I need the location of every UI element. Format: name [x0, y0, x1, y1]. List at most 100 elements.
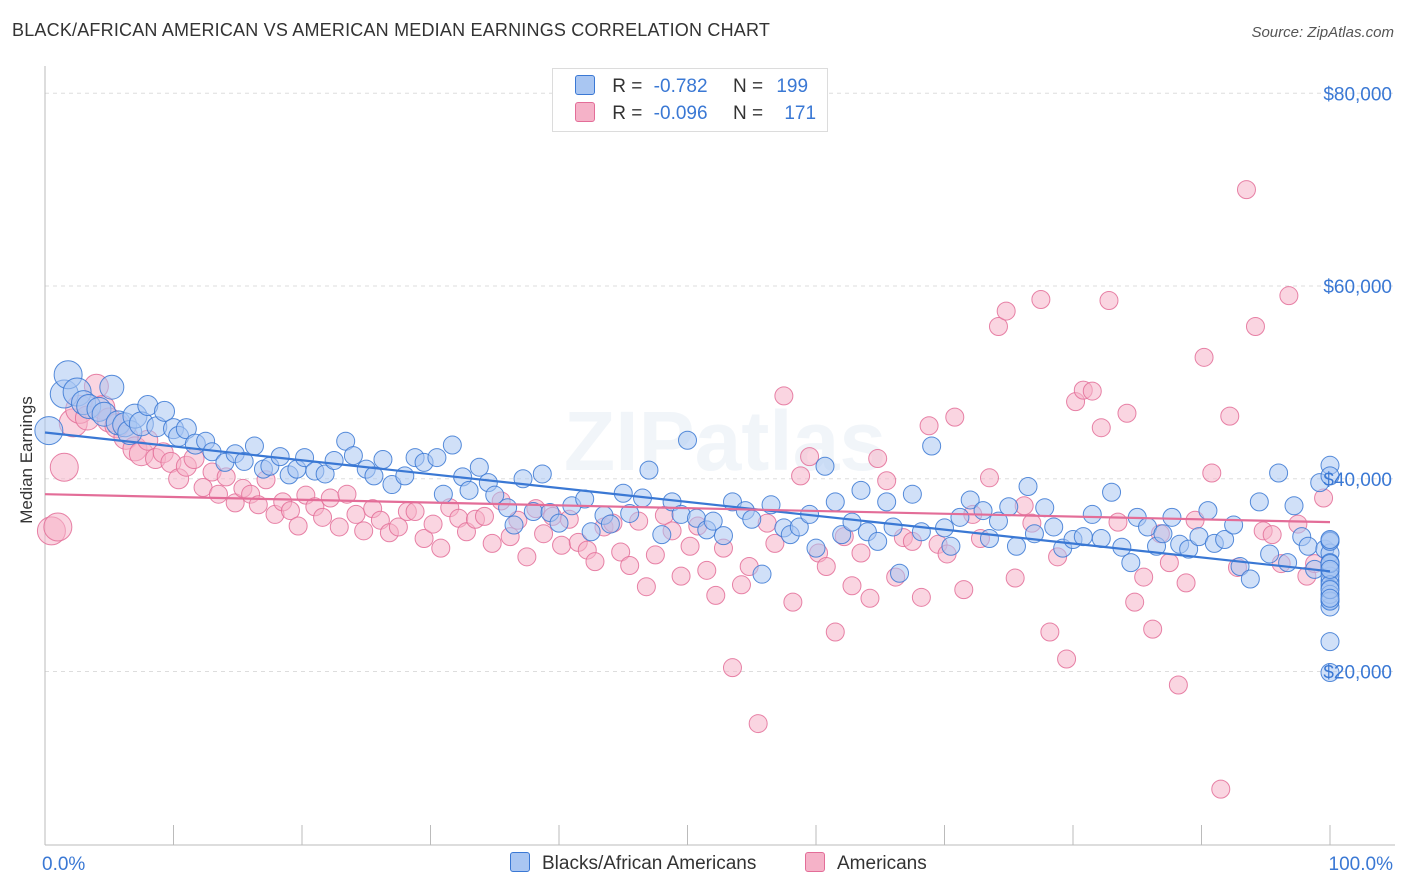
- data-point: [154, 400, 176, 422]
- data-point: [765, 533, 785, 553]
- data-point: [988, 511, 1008, 531]
- data-point: [248, 495, 268, 515]
- data-point: [313, 507, 333, 527]
- data-point: [532, 464, 552, 484]
- data-point: [832, 525, 852, 545]
- data-point: [999, 497, 1019, 517]
- data-point: [405, 502, 425, 522]
- data-point: [671, 566, 691, 586]
- data-point: [99, 374, 125, 400]
- data-point: [1176, 573, 1196, 593]
- data-point: [1240, 569, 1260, 589]
- data-point: [280, 501, 300, 521]
- data-point: [960, 490, 980, 510]
- data-point: [549, 513, 569, 533]
- data-point: [208, 484, 228, 504]
- data-point: [1211, 779, 1231, 799]
- chart-title: BLACK/AFRICAN AMERICAN VS AMERICAN MEDIA…: [12, 20, 771, 40]
- data-point: [922, 436, 942, 456]
- data-point: [1168, 675, 1188, 695]
- data-point: [789, 517, 809, 537]
- legend-row-americans: R = -0.096 N = 171: [575, 102, 816, 125]
- stats-legend: R = -0.782 N = 199 R = -0.096 N = 171: [552, 68, 828, 132]
- r-label: R =: [612, 76, 643, 97]
- data-point: [1018, 476, 1038, 496]
- data-point: [395, 466, 415, 486]
- data-point: [1125, 592, 1145, 612]
- data-point: [600, 514, 620, 534]
- data-point: [1006, 536, 1026, 556]
- data-point: [1320, 529, 1340, 549]
- data-point: [890, 563, 910, 583]
- data-point: [973, 501, 993, 521]
- data-point: [706, 585, 726, 605]
- data-point: [423, 514, 443, 534]
- data-point: [433, 484, 453, 504]
- data-point: [552, 535, 572, 555]
- data-point: [1057, 649, 1077, 669]
- data-point: [459, 480, 479, 500]
- data-point: [1320, 662, 1340, 682]
- data-point: [941, 536, 961, 556]
- data-point: [337, 484, 357, 504]
- legend-row-blacks: R = -0.782 N = 199: [575, 75, 808, 98]
- data-point: [1194, 347, 1214, 367]
- data-point: [919, 416, 939, 436]
- data-point: [431, 538, 451, 558]
- data-point: [1298, 536, 1318, 556]
- data-point: [883, 517, 903, 537]
- data-point: [620, 556, 640, 576]
- data-point: [1278, 553, 1298, 573]
- data-point: [315, 464, 335, 484]
- data-point: [611, 542, 631, 562]
- source-label: Source: ZipAtlas.com: [1251, 24, 1394, 41]
- data-point: [842, 512, 862, 532]
- blue-swatch: [575, 75, 595, 95]
- data-point: [343, 446, 363, 466]
- data-point: [752, 564, 772, 584]
- data-point: [1260, 544, 1280, 564]
- data-point: [877, 471, 897, 491]
- data-point: [43, 512, 73, 542]
- data-point: [1320, 588, 1340, 608]
- y-tick-label: $20,000: [1323, 663, 1392, 684]
- data-point: [868, 449, 888, 469]
- data-point: [504, 515, 524, 535]
- data-point: [816, 556, 836, 576]
- data-point: [652, 525, 672, 545]
- n-value: 171: [784, 103, 817, 124]
- data-point: [324, 450, 344, 470]
- data-point: [1245, 317, 1265, 337]
- legend-label: Americans: [837, 853, 927, 874]
- data-point: [1179, 539, 1199, 559]
- data-point: [517, 547, 537, 567]
- data-point: [620, 503, 640, 523]
- data-point: [742, 509, 762, 529]
- data-point: [902, 484, 922, 504]
- data-point: [498, 498, 518, 518]
- data-point: [860, 588, 880, 608]
- data-point: [868, 531, 888, 551]
- data-point: [1082, 381, 1102, 401]
- data-point: [806, 538, 826, 558]
- data-point: [851, 543, 871, 563]
- data-point: [1108, 512, 1128, 532]
- data-point: [697, 560, 717, 580]
- data-point: [329, 517, 349, 537]
- data-point: [1035, 498, 1055, 518]
- data-point: [877, 492, 897, 512]
- data-point: [800, 447, 820, 467]
- data-point: [373, 450, 393, 469]
- n-label: N =: [732, 76, 764, 97]
- data-point: [996, 301, 1016, 321]
- data-point: [842, 576, 862, 596]
- legend-label: Blacks/African Americans: [542, 853, 757, 874]
- data-point: [1102, 482, 1122, 502]
- data-point: [364, 466, 384, 486]
- data-point: [825, 622, 845, 642]
- data-point: [731, 575, 751, 595]
- data-point: [1320, 632, 1340, 652]
- data-point: [815, 456, 835, 476]
- data-point: [474, 506, 494, 526]
